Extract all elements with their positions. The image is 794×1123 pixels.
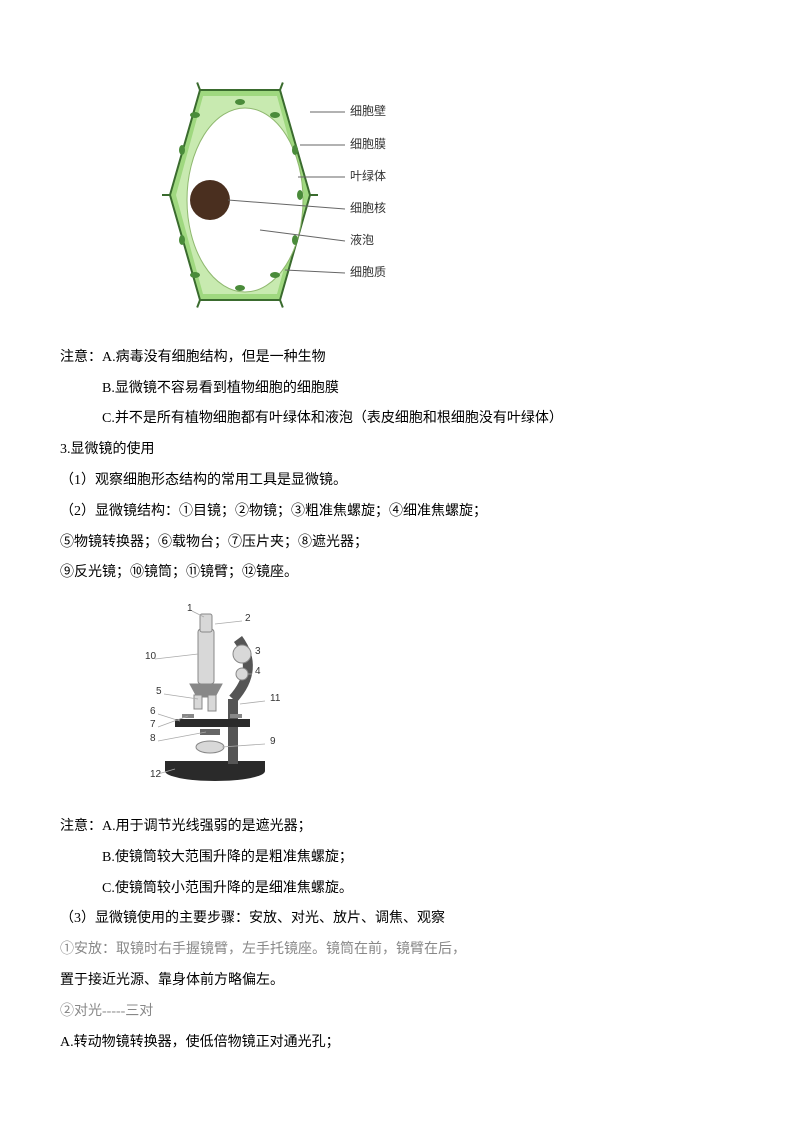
svg-text:细胞核: 细胞核 xyxy=(350,201,386,215)
svg-text:细胞膜: 细胞膜 xyxy=(350,137,386,151)
svg-text:6: 6 xyxy=(150,706,156,717)
svg-text:12: 12 xyxy=(150,769,162,780)
svg-text:1: 1 xyxy=(187,603,193,614)
note1-c: C.并不是所有植物细胞都有叶绿体和液泡（表皮细胞和根细胞没有叶绿体） xyxy=(60,404,734,435)
svg-text:液泡: 液泡 xyxy=(350,232,374,247)
note1-a: 注意：A.病毒没有细胞结构，但是一种生物 xyxy=(60,343,734,374)
svg-text:10: 10 xyxy=(145,651,157,662)
svg-text:2: 2 xyxy=(245,613,251,624)
svg-text:细胞质: 细胞质 xyxy=(350,265,386,279)
note2-a: 注意：A.用于调节光线强弱的是遮光器； xyxy=(60,812,734,843)
note1-b: B.显微镜不容易看到植物细胞的细胞膜 xyxy=(60,374,734,405)
svg-text:3: 3 xyxy=(255,646,261,657)
svg-text:11: 11 xyxy=(270,693,281,704)
p3-2: （2）显微镜结构：①目镜；②物镜；③粗准焦螺旋；④细准焦螺旋； xyxy=(60,497,734,528)
p3-2c: ⑨反光镜；⑩镜筒；⑪镜臂；⑫镜座。 xyxy=(60,558,734,589)
microscope-diagram: 123410511678912 xyxy=(120,599,734,802)
p3-1: （1）观察细胞形态结构的常用工具是显微镜。 xyxy=(60,466,734,497)
p3-3b1: A.转动物镜转换器，使低倍物镜正对通光孔； xyxy=(60,1028,734,1059)
p3-3: （3）显微镜使用的主要步骤：安放、对光、放片、调焦、观察 xyxy=(60,904,734,935)
p3-2b: ⑤物镜转换器；⑥载物台；⑦压片夹；⑧遮光器； xyxy=(60,528,734,559)
svg-text:7: 7 xyxy=(150,719,156,730)
svg-text:8: 8 xyxy=(150,733,156,744)
p3-3a2: 置于接近光源、靠身体前方略偏左。 xyxy=(60,966,734,997)
cell-svg: 细胞壁细胞膜叶绿体细胞核液泡细胞质 xyxy=(100,80,410,310)
note2-c: C.使镜筒较小范围升降的是细准焦螺旋。 xyxy=(60,874,734,905)
p3-3b: ②对光-----三对 xyxy=(60,997,734,1028)
svg-text:9: 9 xyxy=(270,736,276,747)
p3-3a: ①安放：取镜时右手握镜臂，左手托镜座。镜筒在前，镜臂在后， xyxy=(60,935,734,966)
svg-text:5: 5 xyxy=(156,686,162,697)
svg-text:叶绿体: 叶绿体 xyxy=(350,168,386,183)
svg-text:4: 4 xyxy=(255,666,261,677)
svg-text:细胞壁: 细胞壁 xyxy=(350,103,386,118)
section3-heading: 3.显微镜的使用 xyxy=(60,435,734,466)
note2-b: B.使镜筒较大范围升降的是粗准焦螺旋； xyxy=(60,843,734,874)
microscope-svg: 123410511678912 xyxy=(120,599,310,789)
cell-diagram: 细胞壁细胞膜叶绿体细胞核液泡细胞质 xyxy=(100,80,734,323)
